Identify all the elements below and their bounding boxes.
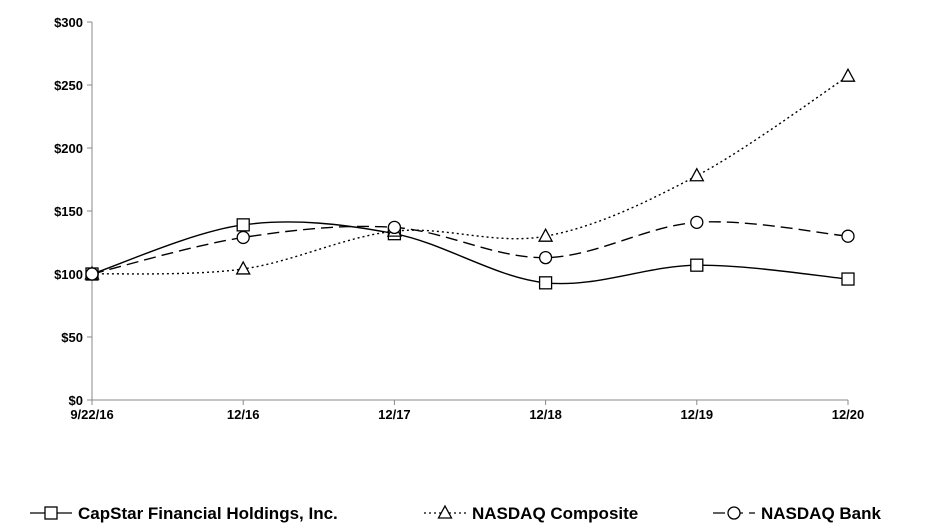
legend-item-nasdaq-bank: NASDAQ Bank [713,504,882,523]
legend-label: NASDAQ Composite [472,504,638,523]
series-nasdaq-composite [84,67,856,280]
y-tick-label: $150 [54,204,83,219]
x-tick-label: 12/19 [681,407,714,422]
legend: CapStar Financial Holdings, Inc. NASDAQ C… [30,504,882,523]
series-layer [84,67,856,290]
y-tick-label: $250 [54,78,83,93]
y-tick-label: $100 [54,267,83,282]
y-tick-label: $50 [61,330,83,345]
data-point-square [841,272,855,286]
x-axis: 9/22/16 12/16 12/17 12/18 12/19 12/20 [70,399,865,422]
data-point-triangle [538,227,554,242]
legend-item-capstar-financial-holdings-inc: CapStar Financial Holdings, Inc. [30,504,338,523]
x-tick-label: 12/20 [832,407,865,422]
series-line [91,221,849,275]
data-point-triangle [689,167,705,182]
series-capstar-financial-holdings-inc [85,218,855,290]
data-point-square [690,258,704,272]
data-point-square [236,218,250,232]
y-tick-label: $300 [54,15,83,30]
legend-marker-square [44,506,58,520]
data-point-circle [538,250,553,265]
legend-marker-triangle [437,504,453,519]
x-tick-label: 12/16 [227,407,260,422]
series-nasdaq-bank [85,215,855,281]
data-point-circle [387,220,402,235]
x-tick-label: 9/22/16 [70,407,113,422]
x-tick-label: 12/18 [529,407,562,422]
y-tick-label: $200 [54,141,83,156]
data-point-triangle [235,260,251,275]
x-tick-label: 12/17 [378,407,411,422]
legend-label: NASDAQ Bank [761,504,882,523]
data-point-circle [841,229,855,243]
data-point-circle [236,230,250,245]
series-line [91,221,849,285]
data-point-circle [690,215,704,229]
legend-item-nasdaq-composite: NASDAQ Composite [424,504,638,523]
legend-marker-circle [727,506,741,520]
data-point-square [538,276,553,290]
legend-label: CapStar Financial Holdings, Inc. [78,504,338,523]
y-axis: $0 $50 $100 $150 $200 $250 $300 [54,15,93,408]
data-point-circle [85,267,99,281]
data-point-triangle [840,67,856,82]
y-tick-label: $0 [69,393,83,408]
